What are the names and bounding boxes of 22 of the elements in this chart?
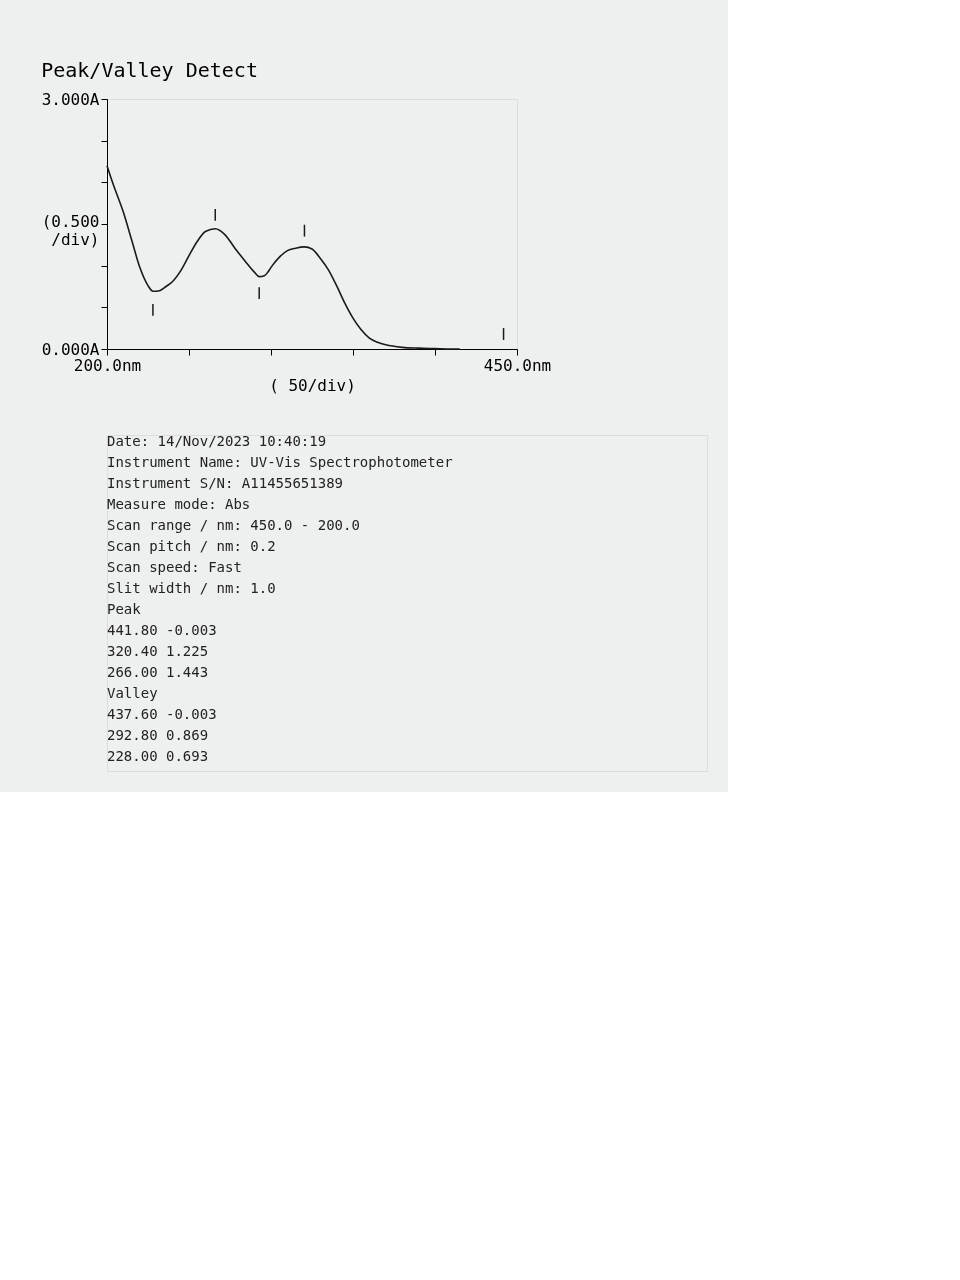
text: Scan pitch / nm: 0.2 (107, 538, 276, 554)
text: 266.00 1.443 (107, 664, 209, 680)
x-tick-label: 450.0nm (483, 355, 552, 375)
line-series (106, 164, 461, 350)
text: Instrument Name: UV-Vis Spectrophotometer (107, 454, 453, 470)
text: Measure mode: Abs (107, 496, 251, 512)
x-axis-title: ( 50/div) (269, 375, 356, 395)
text: Scan speed: Fast (107, 559, 242, 575)
text: Slit width / nm: 1.0 (107, 580, 276, 596)
text: 292.80 0.869 (107, 727, 209, 743)
text: Scan range / nm: 450.0 - 200.0 (107, 517, 360, 533)
text: 437.60 -0.003 (107, 706, 217, 722)
text: Peak (107, 601, 142, 617)
text: 441.80 -0.003 (107, 622, 217, 638)
text: 228.00 0.693 (107, 748, 209, 764)
y-tick-label: 3.000A (41, 89, 100, 109)
chart-title: Peak/Valley Detect (41, 58, 258, 82)
y-axis-title: (0.500 /div) (41, 211, 100, 249)
text: Valley (107, 685, 158, 701)
text: Instrument S/N: A11455651389 (107, 475, 344, 491)
text: Date: 14/Nov/2023 10:40:19 (107, 433, 327, 449)
text: 320.40 1.225 (107, 643, 209, 659)
